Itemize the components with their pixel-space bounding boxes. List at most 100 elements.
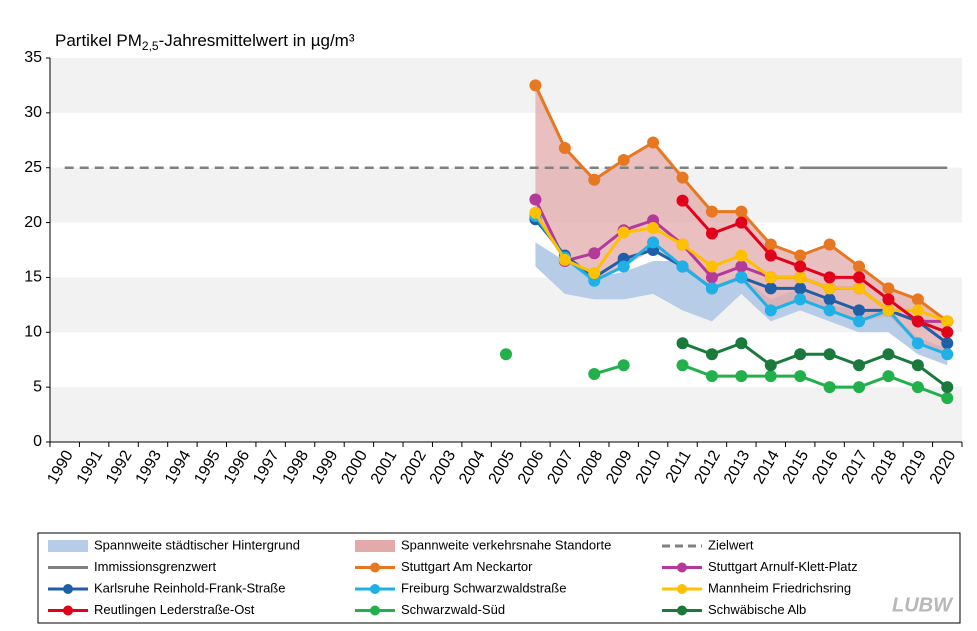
legend-label: Spannweite verkehrsnahe Standorte (401, 537, 611, 552)
series-marker (823, 304, 836, 317)
series-marker (647, 136, 660, 149)
series-marker (558, 141, 571, 154)
series-marker (911, 293, 924, 306)
series-marker (735, 260, 748, 273)
series-marker (764, 282, 777, 295)
series-marker (676, 194, 689, 207)
series-marker (764, 359, 777, 372)
series-marker (676, 171, 689, 184)
series-line (681, 199, 948, 334)
series-marker (588, 267, 601, 280)
series-marker (764, 238, 777, 251)
series-marker (853, 304, 866, 317)
y-tick-label: 10 (24, 324, 42, 341)
series-marker (735, 249, 748, 262)
legend-box (37, 532, 961, 624)
series-marker (853, 271, 866, 284)
legend-label: Stuttgart Arnulf-Klett-Platz (708, 559, 858, 574)
series-marker (941, 326, 954, 339)
series-marker (647, 236, 660, 249)
y-tick-label: 5 (33, 378, 42, 395)
series-marker (941, 392, 954, 405)
series-marker (705, 271, 718, 284)
series-marker (529, 206, 542, 219)
series-marker (647, 222, 660, 235)
series-marker (823, 348, 836, 361)
legend-label: Schwäbische Alb (708, 602, 806, 617)
series-marker (764, 304, 777, 317)
plot-area: 0510152025303519901991199219931994199519… (24, 49, 963, 487)
series-marker (764, 370, 777, 383)
series-marker (823, 282, 836, 295)
legend-label: Reutlingen Lederstraße-Ost (94, 602, 255, 617)
series-marker (882, 348, 895, 361)
series-marker (794, 271, 807, 284)
series-marker (764, 249, 777, 262)
series-marker (705, 260, 718, 273)
legend-marker (370, 605, 380, 616)
series-marker (853, 282, 866, 295)
series-marker (617, 154, 630, 167)
series-marker (823, 238, 836, 251)
logo: LUBW (892, 594, 954, 616)
legend-label: Mannheim Friedrichsring (708, 580, 851, 595)
series-marker (941, 337, 954, 350)
series-marker (617, 359, 630, 372)
legend-label: Schwarzwald-Süd (401, 602, 505, 617)
series-marker (941, 315, 954, 328)
series-marker (705, 282, 718, 295)
series-marker (794, 370, 807, 383)
series-marker (676, 337, 689, 350)
series-marker (588, 247, 601, 260)
series-marker (735, 271, 748, 284)
legend-marker (677, 605, 687, 616)
series-marker (853, 315, 866, 328)
series-marker (794, 260, 807, 273)
legend-swatch (48, 540, 88, 552)
range-area (535, 242, 948, 366)
legend-marker (677, 562, 687, 573)
series-marker (882, 304, 895, 317)
y-tick-label: 20 (24, 214, 42, 231)
legend-swatch (355, 540, 395, 552)
title-part: -Jahresmittelwert in µg/m³ (159, 31, 355, 50)
y-tick-label: 25 (24, 159, 42, 176)
legend-label: Karlsruhe Reinhold-Frank-Straße (94, 580, 285, 595)
series-marker (911, 337, 924, 350)
series-marker (911, 315, 924, 328)
series-marker (823, 381, 836, 394)
legend-marker (63, 584, 73, 594)
series-marker (764, 271, 777, 284)
series-marker (853, 260, 866, 273)
legend-marker (370, 584, 380, 594)
series-marker (588, 173, 601, 186)
series-marker (558, 253, 571, 266)
series-marker (794, 293, 807, 306)
series-marker (853, 381, 866, 394)
series-marker (705, 370, 718, 383)
series-marker (794, 249, 807, 262)
legend-label: Zielwert (708, 537, 754, 552)
y-tick-label: 15 (24, 269, 42, 286)
series-marker (823, 271, 836, 284)
series-marker (676, 238, 689, 251)
series-marker (911, 359, 924, 372)
series-line (681, 341, 949, 389)
series-marker (941, 348, 954, 361)
series-marker (529, 79, 542, 92)
legend-label: Immissionsgrenzwert (94, 559, 216, 574)
grid-band (50, 387, 962, 442)
series-marker (588, 367, 601, 380)
series-marker (735, 370, 748, 383)
series-marker (676, 359, 689, 372)
chart-title: Partikel PM2,5-Jahresmittelwert in µg/m³ (55, 31, 355, 53)
legend-marker (63, 605, 73, 616)
series-marker (882, 370, 895, 383)
series-marker (500, 348, 512, 361)
title-subscript: 2,5 (142, 39, 159, 53)
series-marker (941, 381, 954, 394)
series-marker (705, 205, 718, 218)
legend-label: Freiburg Schwarzwaldstraße (401, 580, 566, 595)
legend-marker (370, 562, 380, 573)
